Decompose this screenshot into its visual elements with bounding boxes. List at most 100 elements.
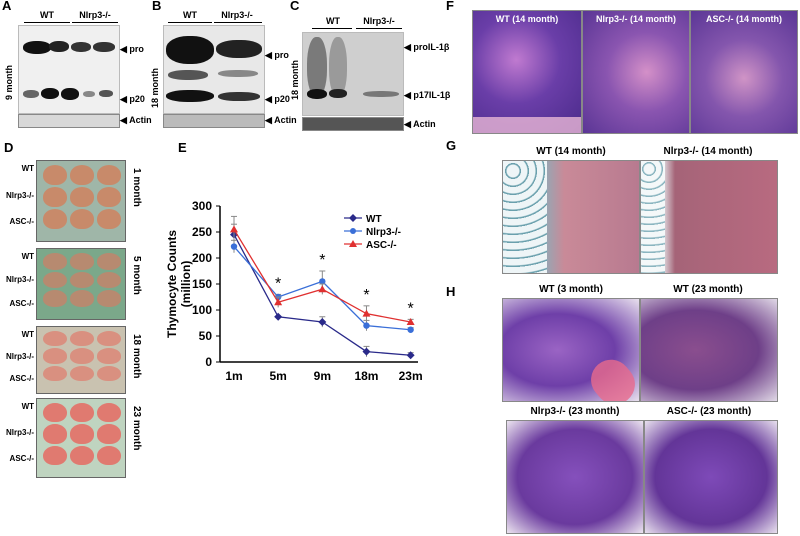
data-point: [274, 298, 283, 306]
legend-label: ASC-/-: [366, 240, 397, 251]
panel-b-group-wt-line: [168, 22, 212, 23]
panel-a-label-pro-text: pro: [129, 44, 144, 54]
band: [329, 89, 347, 98]
panel-b-label-actin: ◀ Actin: [265, 115, 297, 125]
legend-marker: [349, 240, 357, 247]
band: [23, 41, 51, 54]
band: [218, 70, 258, 77]
data-point: [318, 317, 327, 326]
panel-d-photo-row: [36, 248, 126, 320]
panel-d-genotype-label: Nlrp3-/-: [6, 428, 34, 437]
thymus-lobe: [43, 271, 67, 289]
panel-g-image-2: [640, 160, 778, 274]
band: [61, 88, 79, 100]
panel-c-label-actin: ◀ Actin: [404, 119, 436, 129]
thymus-lobe: [70, 165, 94, 185]
panel-f-image-2: Nlrp3-/- (14 month): [582, 10, 690, 134]
thymus-lobe: [97, 290, 121, 307]
y-axis-label: Thymocyte Counts: [165, 230, 179, 338]
thymus-lobe: [43, 445, 67, 465]
band: [166, 90, 214, 102]
panel-b-group-nlrp3-line: [214, 22, 262, 23]
panel-a-group-nlrp3-line: [72, 22, 118, 23]
band: [216, 40, 262, 58]
thymus-lobe: [97, 165, 121, 185]
x-tick-label: 5m: [269, 369, 286, 383]
thymus-lobe: [97, 209, 121, 229]
thymus-lobe: [97, 445, 121, 465]
panel-b-label-p20: ◀ p20: [265, 94, 290, 104]
thymus-lobe: [97, 271, 121, 289]
band: [49, 41, 69, 52]
panel-d-photo-row: [36, 326, 126, 394]
panel-g-label: G: [446, 138, 457, 153]
panel-f-image-1: WT (14 month): [472, 10, 582, 134]
panel-c-label-actin-text: Actin: [413, 119, 436, 129]
y-tick-label: 50: [199, 329, 213, 343]
band: [71, 42, 91, 52]
panel-d-genotype-label: ASC-/-: [9, 217, 34, 227]
data-point: [406, 317, 415, 325]
panel-b-group-wt: WT: [183, 10, 197, 20]
panel-c-label-p17-text: p17IL-1β: [413, 90, 451, 100]
panel-h-title-1: WT (3 month): [539, 284, 603, 295]
significance-star: *: [408, 300, 414, 317]
panel-e-label: E: [178, 140, 187, 155]
thymus-lobe: [70, 348, 94, 364]
thymus-lobe: [70, 365, 94, 381]
panel-d-genotype-label: Nlrp3-/-: [6, 275, 34, 285]
panel-h-label: H: [446, 284, 456, 299]
band: [307, 89, 327, 99]
band: [218, 92, 260, 101]
thymus-lobe: [43, 331, 67, 347]
data-point: [406, 351, 415, 360]
panel-h-image-2: [640, 298, 778, 402]
data-point: [407, 326, 414, 333]
tissue-edge: [473, 117, 581, 133]
y-tick-label: 250: [192, 225, 212, 239]
tissue-fold: [582, 351, 639, 401]
panel-c-label-pro: ◀ proIL-1β: [404, 42, 450, 52]
panel-d-age-label: 5 month: [131, 256, 142, 295]
panel-g-image-1: [502, 160, 640, 274]
panel-d-genotype-label: WT: [21, 330, 34, 339]
panel-b-blot: [163, 25, 265, 114]
panel-f-label: F: [446, 0, 454, 13]
thymus-lobe: [97, 348, 121, 364]
significance-star: *: [275, 275, 281, 292]
y-tick-label: 100: [192, 303, 212, 317]
panel-d-genotype-label: ASC-/-: [9, 454, 34, 463]
panel-b-age-label: 18 month: [150, 67, 160, 108]
thymus-lobe: [43, 424, 67, 444]
thymus-lobe: [97, 331, 121, 347]
band: [363, 91, 399, 97]
data-point: [319, 278, 326, 285]
thymus-lobe: [43, 165, 67, 185]
panel-a-label-p20-text: p20: [129, 94, 145, 104]
panel-c-label-p17: ◀ p17IL-1β: [404, 90, 451, 100]
y-tick-label: 200: [192, 251, 212, 265]
panel-f-title-1: WT (14 month): [495, 14, 559, 24]
thymus-lobe: [97, 403, 121, 423]
adipose-region: [503, 161, 547, 273]
panel-b-label-pro-text: pro: [274, 50, 289, 60]
y-tick-label: 0: [205, 355, 212, 369]
panel-h-title-3: Nlrp3-/- (23 month): [530, 406, 620, 417]
panel-d-photo-row: [36, 398, 126, 478]
adipose-region: [641, 161, 665, 273]
panel-a-label-pro: ◀ pro: [120, 44, 144, 54]
panel-b-label-actin-text: Actin: [274, 115, 297, 125]
thymus-lobe: [43, 348, 67, 364]
panel-e-chart: 0 50 100 150 200 250 300 1m 5m 9m 18m 23m Thymocyte …: [165, 199, 423, 383]
panel-d-genotype-label: Nlrp3-/-: [6, 190, 34, 200]
panel-a-actin-blot: [18, 114, 120, 128]
panel-h-image-4: [644, 420, 778, 534]
panel-a-label-p20: ◀ p20: [120, 94, 145, 104]
panel-d-genotype-label: ASC-/-: [9, 374, 34, 383]
data-point: [362, 309, 371, 317]
band: [329, 37, 347, 97]
panel-d-genotype-label: WT: [21, 164, 34, 173]
panel-c-actin-blot: [302, 117, 404, 131]
panel-d-genotype-label: WT: [21, 252, 34, 261]
band: [83, 91, 95, 97]
